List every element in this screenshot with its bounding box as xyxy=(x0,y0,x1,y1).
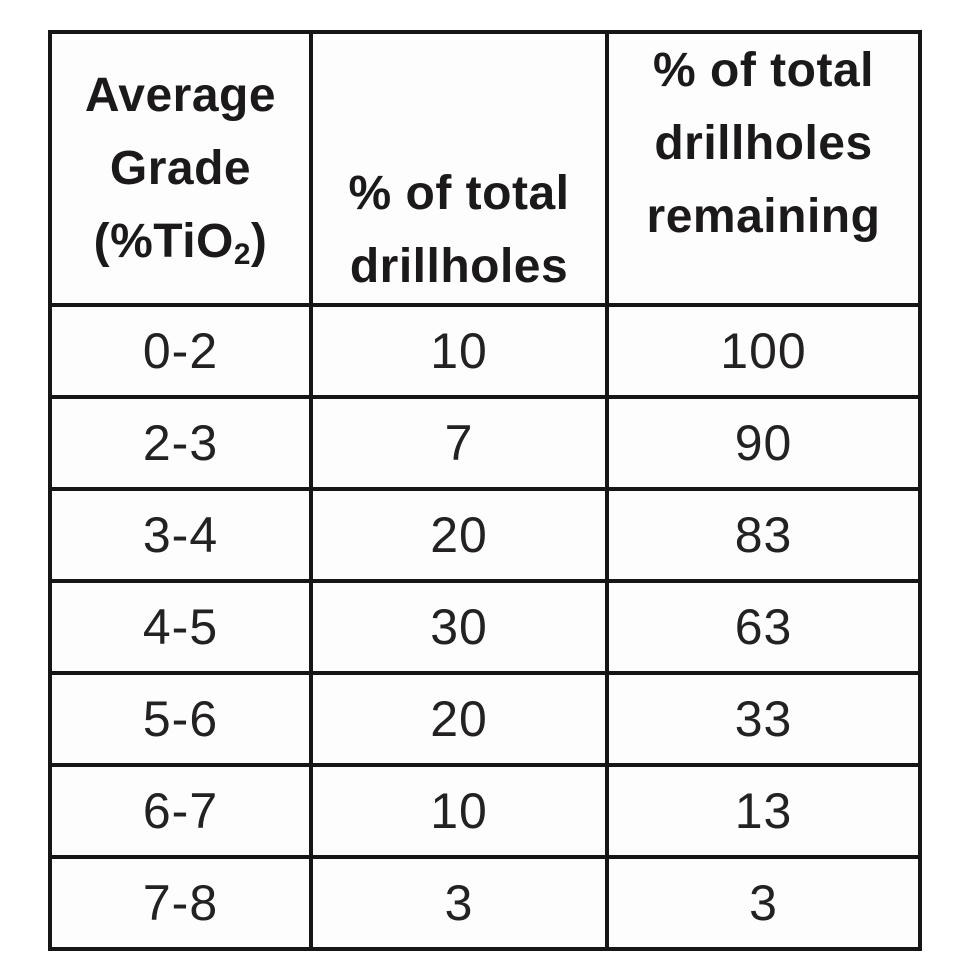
grade-cell: 7-8 xyxy=(48,855,313,951)
pct-total-cell: 20 xyxy=(309,487,609,583)
table-header-row: Average Grade (%TiO2) % of total drillho… xyxy=(48,30,922,307)
grade-cell: 5-6 xyxy=(48,671,313,767)
column-header-average-grade: Average Grade (%TiO2) xyxy=(48,30,313,307)
table-row: 0-2 10 100 xyxy=(48,303,922,399)
column-header-pct-total-drillholes: % of total drillholes xyxy=(309,30,609,307)
pct-total-cell: 3 xyxy=(309,855,609,951)
grade-cell: 0-2 xyxy=(48,303,313,399)
pct-total-cell: 7 xyxy=(309,395,609,491)
grade-cell: 4-5 xyxy=(48,579,313,675)
drillhole-grade-table: Average Grade (%TiO2) % of total drillho… xyxy=(48,30,922,951)
header-line: % of total xyxy=(653,44,874,97)
table-row: 2-3 7 90 xyxy=(48,395,922,491)
pct-total-cell: 10 xyxy=(309,763,609,859)
header-line: remaining xyxy=(646,190,881,243)
formula-pre: (%TiO xyxy=(93,215,234,268)
header-line: drillholes xyxy=(349,240,569,293)
formula-subscript: 2 xyxy=(233,237,251,271)
header-line: Grade xyxy=(109,142,252,195)
pct-remaining-cell: 90 xyxy=(605,395,922,491)
grade-cell: 6-7 xyxy=(48,763,313,859)
pct-remaining-cell: 33 xyxy=(605,671,922,767)
pct-remaining-cell: 83 xyxy=(605,487,922,583)
pct-remaining-cell: 3 xyxy=(605,855,922,951)
pct-total-cell: 20 xyxy=(309,671,609,767)
table-row: 6-7 10 13 xyxy=(48,763,922,859)
pct-total-cell: 10 xyxy=(309,303,609,399)
grade-cell: 3-4 xyxy=(48,487,313,583)
grade-cell: 2-3 xyxy=(48,395,313,491)
header-line: Average xyxy=(84,69,277,122)
pct-remaining-cell: 63 xyxy=(605,579,922,675)
header-line-formula: (%TiO2) xyxy=(52,205,309,278)
column-header-pct-drillholes-remaining: % of total drillholes remaining xyxy=(605,30,922,307)
pct-remaining-cell: 13 xyxy=(605,763,922,859)
header-line: drillholes xyxy=(654,117,873,170)
table-row: 5-6 20 33 xyxy=(48,671,922,767)
formula-post: ) xyxy=(250,215,268,268)
table-row: 4-5 30 63 xyxy=(48,579,922,675)
table-row: 3-4 20 83 xyxy=(48,487,922,583)
pct-total-cell: 30 xyxy=(309,579,609,675)
pct-remaining-cell: 100 xyxy=(605,303,922,399)
header-line: % of total xyxy=(348,167,570,220)
table-row: 7-8 3 3 xyxy=(48,855,922,951)
